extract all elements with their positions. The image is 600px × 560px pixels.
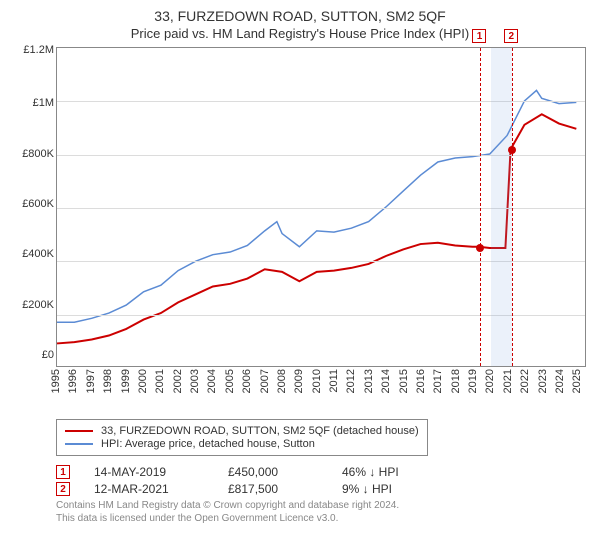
x-tick-label: 2019 bbox=[467, 369, 479, 393]
footer-line2: This data is licensed under the Open Gov… bbox=[56, 513, 590, 526]
x-tick-label: 2010 bbox=[311, 369, 323, 393]
y-tick-label: £600K bbox=[22, 198, 54, 210]
sale-point-dot bbox=[476, 244, 484, 252]
legend-item: HPI: Average price, detached house, Sutt… bbox=[65, 438, 419, 450]
x-tick-label: 1996 bbox=[67, 369, 79, 393]
x-tick-label: 2017 bbox=[432, 369, 444, 393]
x-tick-label: 2004 bbox=[206, 369, 218, 393]
x-tick-label: 2018 bbox=[450, 369, 462, 393]
legend-item: 33, FURZEDOWN ROAD, SUTTON, SM2 5QF (det… bbox=[65, 425, 419, 437]
chart-area: £1.2M£1M£800K£600K£400K£200K£0 199519961… bbox=[10, 47, 590, 417]
footer-line1: Contains HM Land Registry data © Crown c… bbox=[56, 500, 590, 513]
legend-label: HPI: Average price, detached house, Sutt… bbox=[101, 438, 315, 450]
sale-marker-box: 2 bbox=[504, 29, 518, 43]
x-tick-label: 2013 bbox=[363, 369, 375, 393]
x-tick-label: 1997 bbox=[85, 369, 97, 393]
sale-point-dot bbox=[508, 146, 516, 154]
sale-delta: 46% ↓ HPI bbox=[342, 465, 442, 479]
y-tick-label: £1M bbox=[33, 97, 54, 109]
sale-marker-box: 1 bbox=[472, 29, 486, 43]
footer-attribution: Contains HM Land Registry data © Crown c… bbox=[56, 500, 590, 525]
x-tick-label: 2002 bbox=[172, 369, 184, 393]
x-tick-label: 2012 bbox=[345, 369, 357, 393]
x-tick-label: 2020 bbox=[484, 369, 496, 393]
legend-swatch bbox=[65, 443, 93, 445]
sale-marker-line bbox=[480, 48, 481, 366]
x-tick-label: 2006 bbox=[241, 369, 253, 393]
y-tick-label: £1.2M bbox=[23, 38, 54, 56]
x-tick-label: 2022 bbox=[519, 369, 531, 393]
x-tick-label: 2008 bbox=[276, 369, 288, 393]
chart-subtitle: Price paid vs. HM Land Registry's House … bbox=[10, 26, 590, 41]
sale-date: 12-MAR-2021 bbox=[94, 482, 204, 496]
x-tick-label: 2011 bbox=[328, 369, 340, 393]
sale-marker-inline: 1 bbox=[56, 465, 70, 479]
sales-table: 1 14-MAY-2019 £450,000 46% ↓ HPI 2 12-MAR-202… bbox=[56, 465, 590, 496]
sale-price: £817,500 bbox=[228, 482, 318, 496]
y-axis: £1.2M£1M£800K£600K£400K£200K£0 bbox=[10, 47, 54, 367]
x-tick-label: 2024 bbox=[554, 369, 566, 393]
sale-row: 1 14-MAY-2019 £450,000 46% ↓ HPI bbox=[56, 465, 590, 479]
x-tick-label: 2016 bbox=[415, 369, 427, 393]
x-tick-label: 2023 bbox=[537, 369, 549, 393]
x-tick-label: 2007 bbox=[259, 369, 271, 393]
x-tick-label: 2005 bbox=[224, 369, 236, 393]
x-tick-label: 2003 bbox=[189, 369, 201, 393]
x-tick-label: 1998 bbox=[102, 369, 114, 393]
y-tick-label: £0 bbox=[42, 349, 54, 361]
x-tick-label: 2009 bbox=[293, 369, 305, 393]
sale-row: 2 12-MAR-2021 £817,500 9% ↓ HPI bbox=[56, 482, 590, 496]
sale-price: £450,000 bbox=[228, 465, 318, 479]
x-tick-label: 2001 bbox=[154, 369, 166, 393]
sale-marker-inline: 2 bbox=[56, 482, 70, 496]
y-tick-label: £800K bbox=[22, 148, 54, 160]
x-tick-label: 2014 bbox=[380, 369, 392, 393]
plot-region bbox=[56, 47, 586, 367]
x-tick-label: 2015 bbox=[398, 369, 410, 393]
shade-band bbox=[491, 48, 512, 366]
x-tick-label: 1999 bbox=[120, 369, 132, 393]
chart-title: 33, FURZEDOWN ROAD, SUTTON, SM2 5QF bbox=[10, 8, 590, 24]
sale-date: 14-MAY-2019 bbox=[94, 465, 204, 479]
legend-swatch bbox=[65, 430, 93, 432]
x-tick-label: 2025 bbox=[571, 369, 583, 393]
chart-container: 33, FURZEDOWN ROAD, SUTTON, SM2 5QF Pric… bbox=[0, 0, 600, 560]
legend: 33, FURZEDOWN ROAD, SUTTON, SM2 5QF (det… bbox=[56, 419, 428, 456]
x-tick-label: 1995 bbox=[50, 369, 62, 393]
x-tick-label: 2021 bbox=[502, 369, 514, 393]
y-tick-label: £200K bbox=[22, 299, 54, 311]
sale-marker-line bbox=[512, 48, 513, 366]
x-axis: 1995199619971998199920002001200220032004… bbox=[56, 369, 586, 415]
legend-label: 33, FURZEDOWN ROAD, SUTTON, SM2 5QF (det… bbox=[101, 425, 419, 437]
x-tick-label: 2000 bbox=[137, 369, 149, 393]
sale-delta: 9% ↓ HPI bbox=[342, 482, 442, 496]
y-tick-label: £400K bbox=[22, 248, 54, 260]
